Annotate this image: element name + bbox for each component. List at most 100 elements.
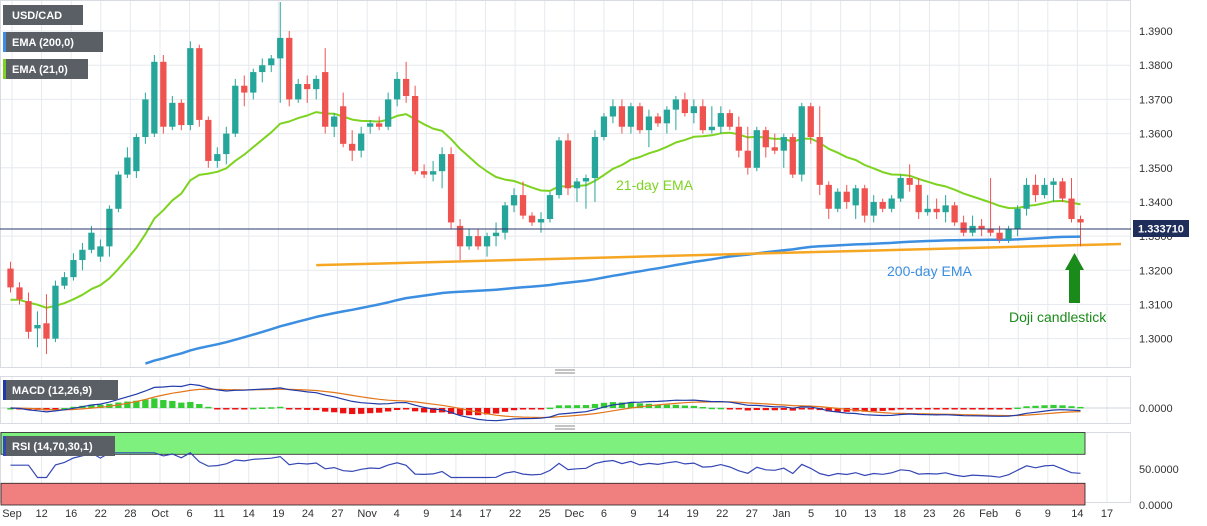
x-axis-label: 11: [213, 508, 224, 520]
candlestick: [25, 292, 32, 339]
candle-body: [915, 184, 922, 213]
candlestick: [142, 92, 149, 144]
candle-body: [825, 184, 832, 209]
candle-body: [474, 236, 482, 247]
candlestick: [384, 92, 392, 131]
doji-annotation: Doji candlestick: [1009, 309, 1107, 325]
legend-ema21-label: EMA (21,0): [12, 64, 68, 76]
candle-body: [322, 72, 329, 127]
x-axis-label: 6: [187, 508, 193, 520]
candlestick: [367, 119, 374, 134]
candle-body: [942, 205, 949, 213]
candle-body: [178, 102, 185, 126]
x-axis-label: 24: [302, 508, 314, 520]
candle-body: [987, 229, 994, 233]
candle-body: [735, 126, 742, 151]
macd-histogram-bar: [178, 402, 185, 408]
candle-body: [43, 323, 50, 339]
candle-body: [492, 232, 500, 237]
candle-body: [996, 232, 1003, 240]
rsi-line: [10, 452, 1081, 479]
macd-histogram-bar: [897, 408, 904, 410]
candle-body: [115, 174, 122, 209]
macd-histogram-bar: [331, 408, 338, 413]
candlestick: [88, 225, 95, 254]
macd-histogram-bar: [411, 408, 419, 412]
candlestick: [1059, 178, 1066, 202]
candle-body: [447, 154, 455, 223]
ema200-line: [145, 235, 1081, 365]
candlestick: [951, 201, 958, 226]
macd-histogram-bar: [340, 408, 347, 414]
x-axis-label: 22: [716, 508, 728, 520]
candle-body: [870, 201, 877, 216]
macd-panel-resize-handle[interactable]: [555, 425, 575, 430]
ema21-annotation: 21-day EMA: [616, 177, 694, 193]
macd-histogram-bar: [798, 408, 805, 410]
y-tick-label: 1.3000: [1139, 334, 1173, 346]
x-axis-label: Sep: [2, 508, 22, 520]
candlestick: [429, 160, 437, 182]
candlestick: [16, 282, 23, 305]
candlestick: [169, 95, 176, 131]
candle-body: [241, 85, 248, 93]
main-panel-frame: [0, 0, 1131, 368]
candlestick: [564, 133, 572, 196]
macd-histogram-bar: [1014, 407, 1021, 410]
main-panel-resize-handle[interactable]: [555, 369, 575, 374]
candle-body: [1014, 208, 1021, 230]
macd-histogram-bar: [492, 408, 500, 414]
candle-body: [25, 301, 32, 332]
macd-histogram-bar: [187, 401, 194, 408]
candlestick: [924, 195, 931, 216]
candlestick: [340, 92, 347, 148]
candlestick: [681, 92, 689, 117]
candle-body: [555, 140, 563, 196]
candlestick: [735, 116, 742, 158]
macd-histogram-bar: [402, 408, 410, 410]
candlestick: [7, 261, 14, 293]
macd-histogram-bar: [1068, 406, 1075, 408]
candle-body: [196, 48, 203, 120]
candlestick: [115, 171, 122, 213]
rsi-y-tick-label: 50.0000: [1139, 464, 1179, 476]
x-axis-label: 9: [630, 508, 636, 520]
candlestick: [268, 54, 275, 73]
candlestick: [438, 147, 446, 189]
y-tick-label: 1.3500: [1139, 163, 1173, 175]
x-axis-label: 19: [687, 508, 699, 520]
candle-body: [654, 116, 662, 124]
candlestick: [61, 272, 68, 290]
candlestick: [393, 72, 401, 107]
candlestick: [960, 215, 967, 237]
macd-histogram-bar: [717, 407, 724, 410]
legend-ema200-label: EMA (200,0): [12, 37, 74, 49]
candlestick: [843, 184, 850, 209]
candle-body: [501, 205, 509, 233]
candle-body: [16, 287, 23, 300]
candlestick: [861, 184, 868, 223]
candlestick: [753, 126, 760, 172]
candlestick: [411, 85, 419, 175]
macd-histogram-bar: [708, 407, 715, 410]
candlestick: [402, 61, 410, 103]
candlestick: [897, 174, 904, 202]
candle-body: [1032, 184, 1039, 196]
candlestick: [510, 188, 518, 213]
candle-body: [1005, 229, 1012, 240]
macd-histogram-bar: [160, 400, 167, 408]
candle-body: [232, 85, 239, 134]
y-tick-label: 1.3400: [1139, 197, 1173, 209]
macd-histogram-bar: [960, 408, 967, 410]
macd-histogram-bar: [88, 404, 95, 408]
macd-histogram-bar: [133, 400, 140, 408]
candle-body: [61, 277, 68, 286]
x-axis-label: 23: [923, 508, 935, 520]
candlestick: [160, 54, 167, 134]
candlestick: [223, 126, 230, 165]
candlestick: [331, 113, 338, 138]
candle-body: [313, 78, 320, 90]
candle-body: [349, 143, 356, 151]
macd-histogram-bar: [537, 408, 545, 410]
